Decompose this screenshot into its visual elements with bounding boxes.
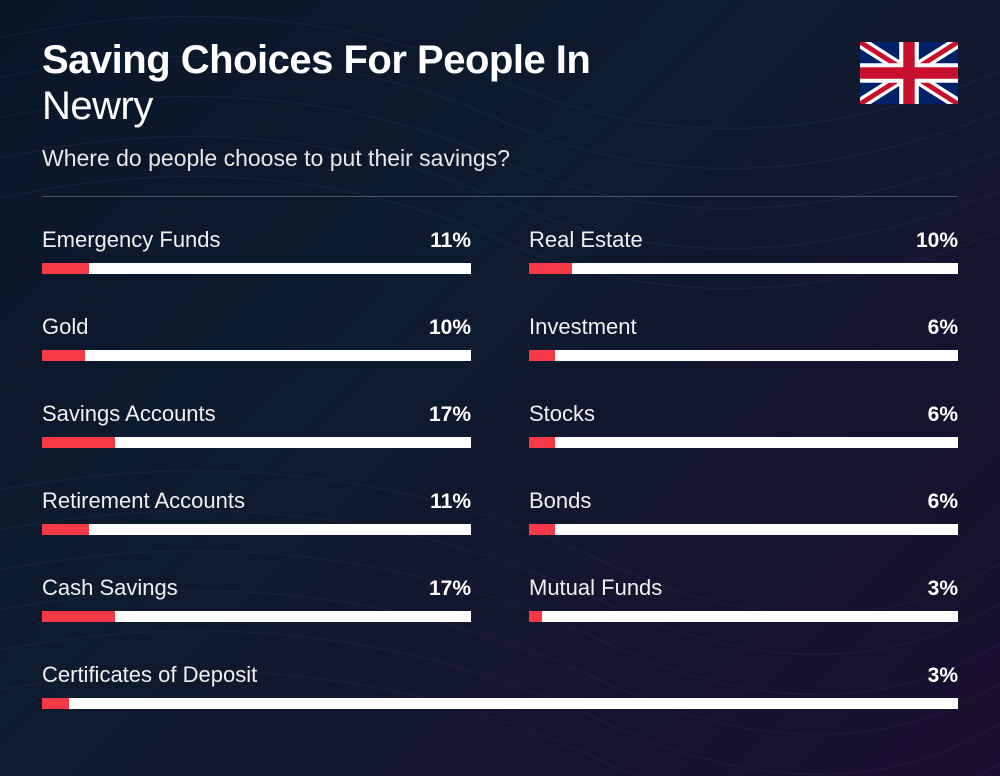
- bar-track: [529, 350, 958, 361]
- uk-flag-icon: [860, 42, 958, 104]
- header: Saving Choices For People In Newry Where…: [42, 38, 958, 172]
- chart-item-value: 10%: [429, 316, 471, 340]
- bar-fill: [529, 350, 555, 361]
- chart-item-label: Emergency Funds: [42, 227, 221, 253]
- chart-item-header: Bonds 6%: [529, 488, 958, 514]
- chart-item: Real Estate 10%: [529, 227, 958, 274]
- chart-item-value: 6%: [928, 316, 958, 340]
- bar-track: [42, 263, 471, 274]
- chart-item-header: Savings Accounts 17%: [42, 401, 471, 427]
- chart-item-value: 10%: [916, 229, 958, 253]
- chart-item-label: Real Estate: [529, 227, 643, 253]
- chart-item-value: 17%: [429, 403, 471, 427]
- bar-track: [42, 698, 958, 709]
- chart-grid: Emergency Funds 11% Real Estate 10% Gold 10% I…: [42, 227, 958, 709]
- chart-item: Mutual Funds 3%: [529, 575, 958, 622]
- bar-track: [42, 350, 471, 361]
- chart-item: Emergency Funds 11%: [42, 227, 471, 274]
- bar-track: [42, 611, 471, 622]
- bar-fill: [529, 263, 572, 274]
- chart-item-value: 6%: [928, 403, 958, 427]
- bar-fill: [42, 698, 69, 709]
- chart-item-header: Mutual Funds 3%: [529, 575, 958, 601]
- chart-item-value: 11%: [430, 490, 471, 514]
- chart-item: Savings Accounts 17%: [42, 401, 471, 448]
- bar-fill: [42, 524, 89, 535]
- chart-item-value: 3%: [928, 664, 958, 688]
- chart-item-label: Gold: [42, 314, 88, 340]
- bar-fill: [42, 437, 115, 448]
- chart-item-label: Savings Accounts: [42, 401, 216, 427]
- chart-item: Retirement Accounts 11%: [42, 488, 471, 535]
- chart-item-label: Stocks: [529, 401, 595, 427]
- page-title-line2: Newry: [42, 84, 860, 129]
- chart-item-value: 17%: [429, 577, 471, 601]
- bar-track: [529, 437, 958, 448]
- chart-item-header: Real Estate 10%: [529, 227, 958, 253]
- chart-item-header: Retirement Accounts 11%: [42, 488, 471, 514]
- chart-item-label: Mutual Funds: [529, 575, 662, 601]
- bar-track: [529, 524, 958, 535]
- chart-item-value: 6%: [928, 490, 958, 514]
- bar-track: [529, 263, 958, 274]
- chart-item-label: Cash Savings: [42, 575, 178, 601]
- chart-item-header: Certificates of Deposit 3%: [42, 662, 958, 688]
- chart-item-header: Stocks 6%: [529, 401, 958, 427]
- chart-item-label: Bonds: [529, 488, 591, 514]
- chart-item: Cash Savings 17%: [42, 575, 471, 622]
- chart-item-label: Investment: [529, 314, 637, 340]
- bar-fill: [42, 350, 85, 361]
- chart-item-header: Gold 10%: [42, 314, 471, 340]
- chart-item-header: Investment 6%: [529, 314, 958, 340]
- bar-fill: [529, 524, 555, 535]
- chart-item-header: Emergency Funds 11%: [42, 227, 471, 253]
- bar-track: [529, 611, 958, 622]
- page-subtitle: Where do people choose to put their savi…: [42, 145, 860, 172]
- bar-fill: [529, 437, 555, 448]
- bar-track: [42, 524, 471, 535]
- chart-item-value: 11%: [430, 229, 471, 253]
- chart-item-label: Retirement Accounts: [42, 488, 245, 514]
- chart-item-header: Cash Savings 17%: [42, 575, 471, 601]
- chart-item: Bonds 6%: [529, 488, 958, 535]
- chart-item-value: 3%: [928, 577, 958, 601]
- header-divider: [42, 196, 958, 197]
- bar-fill: [529, 611, 542, 622]
- bar-fill: [42, 611, 115, 622]
- chart-item: Certificates of Deposit 3%: [42, 662, 958, 709]
- page-title-line1: Saving Choices For People In: [42, 38, 860, 82]
- bar-track: [42, 437, 471, 448]
- chart-item: Stocks 6%: [529, 401, 958, 448]
- chart-item: Investment 6%: [529, 314, 958, 361]
- chart-item-label: Certificates of Deposit: [42, 662, 257, 688]
- bar-fill: [42, 263, 89, 274]
- chart-item: Gold 10%: [42, 314, 471, 361]
